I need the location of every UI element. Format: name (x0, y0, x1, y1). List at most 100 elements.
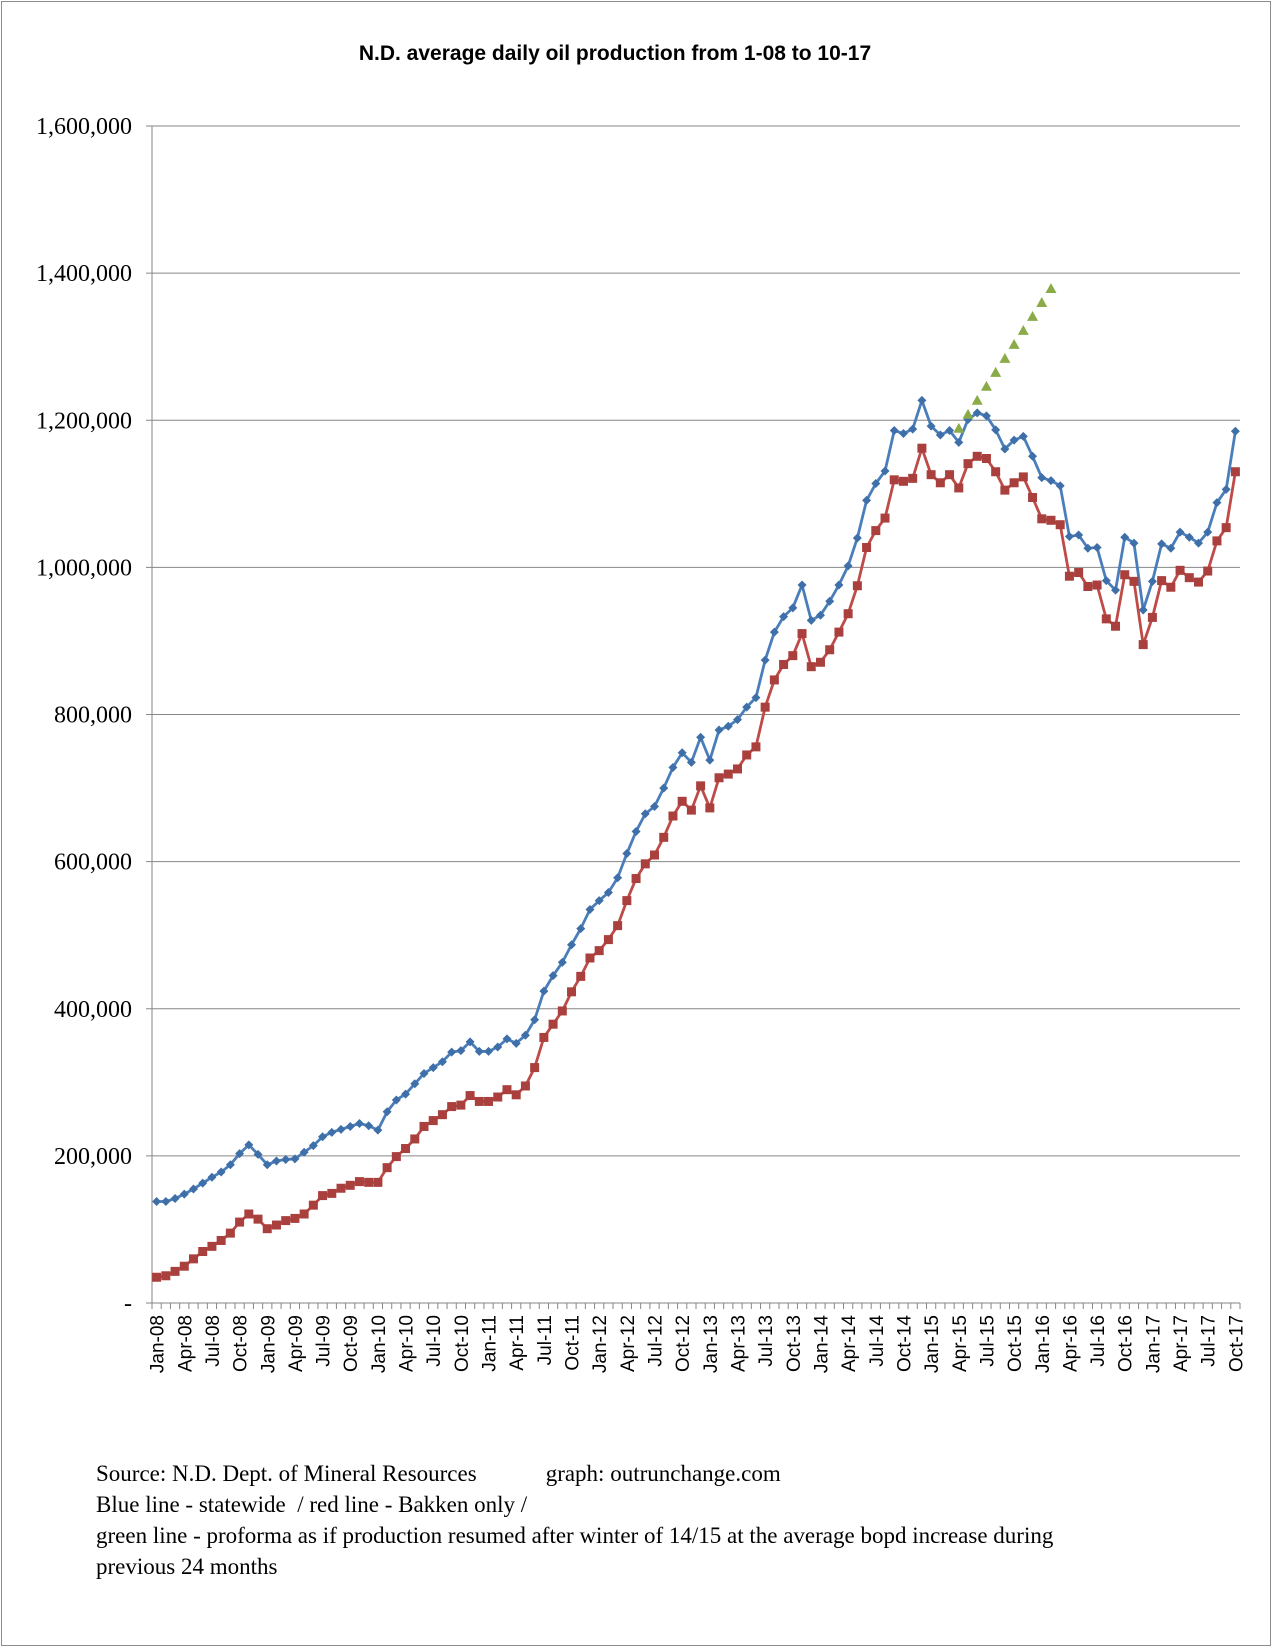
data-point (1120, 570, 1130, 580)
data-point (908, 424, 918, 434)
data-point (908, 473, 918, 483)
data-point (723, 769, 733, 779)
data-point (410, 1079, 420, 1089)
data-point (567, 940, 577, 950)
data-point (1018, 472, 1028, 482)
y-tick-label: - (124, 1291, 132, 1317)
x-tick-label: Jul-16 (1088, 1315, 1109, 1367)
data-point (1037, 514, 1047, 524)
data-point (815, 610, 825, 620)
data-point (1230, 426, 1240, 436)
data-point (1092, 543, 1102, 553)
x-tick-label: Apr-11 (507, 1315, 528, 1371)
data-point (1184, 532, 1194, 542)
data-point (244, 1209, 254, 1219)
x-tick-label: Oct-08 (231, 1315, 252, 1372)
data-point (1138, 605, 1148, 615)
data-point (539, 986, 549, 996)
data-point (972, 451, 982, 461)
data-point (1221, 484, 1231, 494)
data-point (1046, 515, 1056, 525)
data-point (981, 454, 991, 464)
data-point (788, 651, 798, 661)
x-tick-label: Jul-11 (535, 1315, 556, 1365)
data-point (677, 796, 687, 806)
data-point (179, 1261, 189, 1271)
data-point (373, 1177, 383, 1187)
data-point (815, 657, 825, 667)
x-tick-label: Apr-17 (1171, 1315, 1192, 1372)
data-point (419, 1068, 429, 1078)
x-tick-label: Jan-14 (811, 1315, 832, 1374)
x-tick-label: Oct-13 (784, 1315, 805, 1372)
data-point (640, 859, 650, 869)
data-point (1045, 283, 1057, 293)
data-point (1036, 297, 1048, 307)
data-point (1184, 573, 1194, 583)
data-point (1037, 473, 1047, 483)
data-point (207, 1172, 217, 1182)
data-point (271, 1220, 281, 1230)
series-line (156, 446, 1237, 1279)
x-tick-label: Jul-13 (756, 1315, 777, 1367)
data-point (401, 1089, 411, 1099)
data-point (613, 873, 623, 883)
data-point (502, 1085, 512, 1095)
data-point (281, 1155, 291, 1165)
data-point (188, 1184, 198, 1194)
data-point (686, 757, 696, 767)
data-point (179, 1189, 189, 1199)
data-point (723, 721, 733, 731)
data-point (917, 443, 927, 453)
data-point (364, 1121, 374, 1131)
data-point (760, 702, 770, 712)
x-tick-label: Jul-12 (646, 1315, 667, 1367)
series-triangle (953, 283, 1057, 433)
data-point (594, 946, 604, 956)
data-point (898, 428, 908, 438)
data-point (345, 1121, 355, 1131)
x-tick-label: Oct-10 (452, 1315, 473, 1372)
axes (146, 125, 1241, 1309)
data-point (161, 1196, 171, 1206)
data-point (991, 425, 1001, 435)
data-point (1017, 325, 1029, 335)
x-tick-label: Oct-17 (1226, 1315, 1247, 1372)
x-axis-tick-labels: Jan-08 Apr-08 Jul-08 Oct-08 Jan-09 Apr-09 Jul-… (148, 1315, 1248, 1374)
data-point (1046, 476, 1056, 486)
x-tick-label: Jan-11 (480, 1315, 501, 1372)
data-point (327, 1188, 337, 1198)
data-point (253, 1214, 263, 1224)
data-point (677, 748, 687, 758)
data-point (852, 581, 862, 591)
data-point (650, 801, 660, 811)
x-tick-label: Apr-08 (175, 1315, 196, 1372)
y-tick-label: 200,000 (54, 1144, 132, 1170)
data-point (447, 1047, 457, 1057)
data-point (954, 483, 964, 493)
data-point (1203, 566, 1213, 576)
data-point (262, 1224, 272, 1234)
x-tick-label: Oct-09 (341, 1315, 362, 1372)
data-point (456, 1046, 466, 1056)
data-point (1055, 520, 1065, 530)
data-point (1194, 538, 1204, 548)
data-point (659, 832, 669, 842)
data-point (502, 1034, 512, 1044)
x-tick-label: Jan-16 (1033, 1315, 1054, 1373)
data-point (650, 850, 660, 860)
data-point (705, 803, 715, 813)
x-tick-label: Apr-10 (397, 1315, 418, 1372)
data-point (622, 849, 632, 859)
data-point (640, 809, 650, 819)
y-tick-label: 1,400,000 (36, 261, 132, 287)
data-point (530, 1015, 540, 1025)
data-point (437, 1057, 447, 1067)
data-point (198, 1178, 208, 1188)
data-point (188, 1254, 198, 1264)
y-tick-label: 600,000 (54, 850, 132, 876)
data-point (401, 1144, 411, 1154)
data-point (631, 874, 641, 884)
y-tick-label: 800,000 (54, 703, 132, 729)
